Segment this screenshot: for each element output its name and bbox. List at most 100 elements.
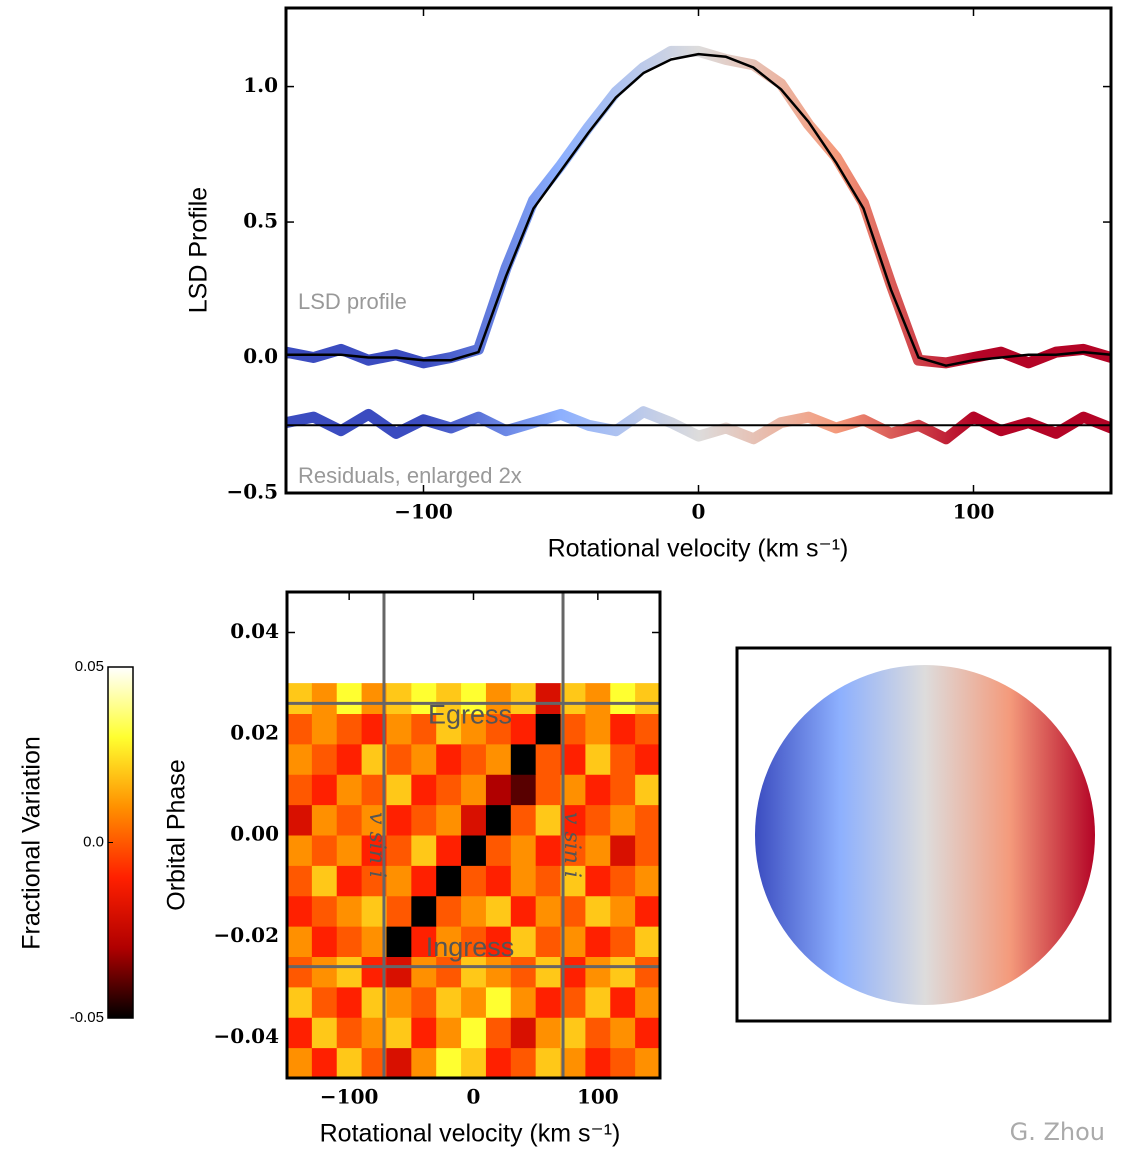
- heatmap-cell: [336, 683, 363, 714]
- y-tick-label: 1.0: [243, 73, 278, 97]
- heatmap-cell: [635, 1047, 661, 1079]
- y-tick-label: 0.04: [230, 619, 279, 643]
- heatmap-cell: [485, 895, 512, 927]
- heatmap-cell: [560, 895, 586, 927]
- heatmap-cell: [560, 986, 586, 1018]
- heatmap-cell: [311, 835, 338, 866]
- heatmap-cell: [585, 743, 611, 775]
- heatmap-cell: [461, 835, 487, 866]
- heatmap-cell: [510, 1017, 537, 1049]
- colorbar-label: Fractional Variation: [18, 736, 46, 950]
- heatmap-cell: [311, 865, 338, 897]
- heatmap-cell: [560, 743, 586, 775]
- heatmap-cell: [485, 956, 512, 988]
- model-line: [286, 52, 1111, 367]
- heatmap-cell: [336, 895, 363, 927]
- heatmap-cell: [635, 926, 661, 957]
- heatmap-cell: [485, 774, 512, 806]
- heatmap-cell: [560, 1047, 586, 1079]
- heatmap-cell: [336, 926, 363, 957]
- heatmap-cell: [461, 1047, 487, 1079]
- heatmap-cell: [535, 926, 562, 957]
- heatmap-cell: [336, 865, 363, 897]
- heatmap-cell: [510, 1047, 537, 1079]
- heatmap-cell: [436, 683, 462, 714]
- heatmap-cell: [635, 895, 661, 927]
- heatmap-cell: [287, 1047, 313, 1079]
- heatmap-cell: [336, 804, 363, 836]
- heatmap-cell: [311, 713, 338, 745]
- heatmap-cell: [386, 1047, 412, 1079]
- x-tick-label: 100: [577, 1085, 619, 1109]
- heatmap-cell: [336, 835, 363, 866]
- x-tick-label: 100: [953, 500, 995, 524]
- heatmap-cell: [386, 926, 412, 957]
- heatmap-cell: [311, 743, 338, 775]
- heatmap-cell: [560, 804, 586, 836]
- heatmap-cell: [635, 865, 661, 897]
- heatmap-cell: [535, 835, 562, 866]
- heatmap-cell: [461, 683, 487, 714]
- heatmap-cell: [535, 986, 562, 1018]
- heatmap-cell: [610, 774, 636, 806]
- heatmap-cell: [510, 926, 537, 957]
- heatmap-cell: [287, 926, 313, 957]
- heatmap-cell: [485, 713, 512, 745]
- heatmap-cell: [287, 713, 313, 745]
- heatmap-cell: [485, 865, 512, 897]
- heatmap-cell: [461, 743, 487, 775]
- heatmap-cell: [635, 1017, 661, 1049]
- heatmap-cell: [635, 743, 661, 775]
- heatmap-cell: [287, 956, 313, 988]
- heatmap-cell: [485, 1047, 512, 1079]
- heatmap-cell: [336, 986, 363, 1018]
- heatmap-cell: [535, 1047, 562, 1079]
- heatmap-cell: [411, 743, 437, 775]
- heatmap-cell: [635, 713, 661, 745]
- heatmap-cell: [535, 804, 562, 836]
- heatmap-cell: [386, 774, 412, 806]
- heatmap-cell: [287, 683, 313, 714]
- heatmap-cell: [436, 713, 462, 745]
- heatmap-cell: [461, 986, 487, 1018]
- heatmap-cell: [585, 804, 611, 836]
- heatmap-cell: [535, 774, 562, 806]
- heatmap-cell: [411, 865, 437, 897]
- heatmap-cell: [461, 956, 487, 988]
- data-band: [286, 406, 1111, 445]
- x-axis-label: Rotational velocity (km s⁻¹): [320, 1120, 621, 1148]
- x-tick-label: 0: [692, 500, 706, 524]
- heatmap-cell: [560, 1017, 586, 1049]
- heatmap-cell: [386, 713, 412, 745]
- heatmap-cell: [635, 804, 661, 836]
- heatmap-cell: [436, 865, 462, 897]
- heatmap-cell: [336, 743, 363, 775]
- heatmap-cell: [386, 1017, 412, 1049]
- heatmap-cell: [560, 713, 586, 745]
- heatmap-cell: [461, 804, 487, 836]
- y-tick-label: 0.00: [230, 822, 279, 846]
- heatmap-cell: [436, 956, 462, 988]
- heatmap-cell: [311, 895, 338, 927]
- heatmap-cell: [535, 683, 562, 714]
- heatmap-cell: [585, 683, 611, 714]
- y-axis-label: Orbital Phase: [163, 759, 191, 910]
- heatmap-cell: [311, 1047, 338, 1079]
- plot-frame: [284, 6, 1113, 495]
- heatmap-cell: [585, 956, 611, 988]
- heatmap-cell: [510, 804, 537, 836]
- heatmap-cell: [610, 895, 636, 927]
- heatmap-cell: [411, 683, 437, 714]
- heatmap-cell: [485, 804, 512, 836]
- heatmap-cell: [411, 895, 437, 927]
- heatmap-cell: [585, 774, 611, 806]
- heatmap-cell: [411, 1017, 437, 1049]
- heatmap-cell: [386, 956, 412, 988]
- heatmap-cell: [336, 1017, 363, 1049]
- heatmap-cell: [336, 956, 363, 988]
- heatmap-cell: [311, 1017, 338, 1049]
- heatmap-cell: [436, 926, 462, 957]
- heatmap-cell: [336, 774, 363, 806]
- heatmap-cell: [436, 1017, 462, 1049]
